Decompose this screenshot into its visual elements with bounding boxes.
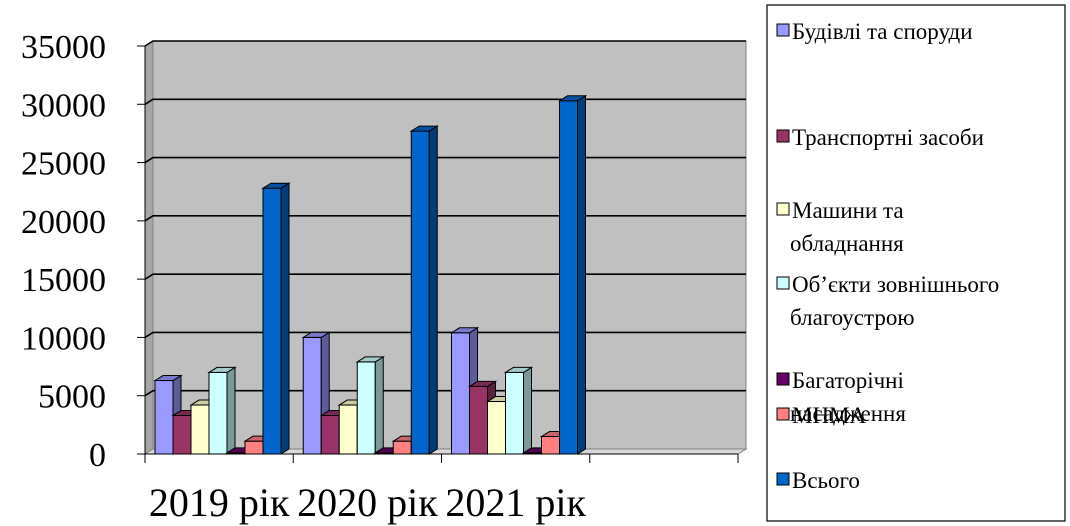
bar-front <box>302 336 322 455</box>
legend-swatch <box>776 372 790 386</box>
x-tick-labels: 2019 рік 2020 рік 2021 рік <box>149 480 587 525</box>
bar-top <box>467 380 498 387</box>
bar <box>261 182 291 455</box>
gridline <box>144 98 746 105</box>
legend: Будівлі та споруди Транспортні засоби Маши… <box>766 4 1066 522</box>
legend-label: МНМА <box>792 403 867 428</box>
bar-top <box>449 327 480 334</box>
legend-swatch <box>776 129 790 143</box>
y-tick-label: 25000 <box>21 146 106 183</box>
legend-swatch <box>776 472 790 486</box>
y-tick-label: 0 <box>89 437 106 474</box>
x-tick-label: 2019 рік <box>149 480 290 525</box>
bar-front <box>541 436 560 455</box>
bar-side <box>577 94 586 455</box>
bar-top <box>503 366 534 373</box>
bar-top <box>409 125 439 132</box>
x-tick-label: 2020 рік <box>297 480 438 525</box>
legend-label: Всього <box>792 468 860 493</box>
bar-front <box>208 371 228 455</box>
bar-front <box>410 130 430 455</box>
gridline <box>144 331 746 339</box>
bar-front <box>505 371 524 455</box>
gridline <box>144 40 746 47</box>
bar-front <box>559 100 578 455</box>
legend-entry: Об’єкти зовнішнього благоустрою <box>776 272 999 330</box>
legend-entry: Багаторічні насадження <box>776 368 906 426</box>
legend-swatch <box>776 407 790 421</box>
legend-entry: Транспортні засоби <box>776 125 984 150</box>
bar <box>207 366 237 455</box>
legend-label: Об’єкти зовнішнього благоустрою <box>790 272 999 330</box>
y-tick-label: 35000 <box>21 29 106 66</box>
gridline <box>144 156 746 164</box>
bar-side <box>374 356 384 455</box>
y-tick-label: 5000 <box>38 379 106 416</box>
plot-wall <box>144 40 747 455</box>
bar <box>409 125 439 455</box>
y-tick-labels: 0 5000 10000 15000 20000 25000 30000 35000 <box>21 29 106 474</box>
gridline <box>144 215 746 222</box>
legend-box <box>766 4 1066 522</box>
gridline <box>144 273 746 280</box>
bar-side <box>226 366 236 455</box>
legend-label: Машини та обладнання <box>790 198 904 256</box>
bar-front <box>469 385 488 455</box>
legend-entry: МНМА <box>776 403 867 428</box>
y-tick-label: 20000 <box>21 204 106 241</box>
bar-front <box>244 440 264 455</box>
legend-entry: Машини та обладнання <box>776 198 904 256</box>
bar-front <box>356 361 376 455</box>
legend-label: Транспортні засоби <box>792 125 984 150</box>
legend-entry: Будівлі та споруди <box>776 19 973 44</box>
bar <box>557 94 588 455</box>
x-tick-label: 2021 рік <box>445 480 586 525</box>
y-tick-label: 10000 <box>21 320 106 357</box>
legend-swatch <box>776 276 790 290</box>
bar-front <box>154 380 174 455</box>
bar-side <box>280 182 290 455</box>
bar-front <box>190 404 210 455</box>
bar <box>355 356 385 455</box>
bar-front <box>338 404 358 455</box>
legend-swatch <box>776 23 790 37</box>
legend-label: Багаторічні насадження <box>790 368 906 426</box>
bar-top <box>557 95 588 102</box>
bar-front <box>262 187 282 455</box>
bar-top <box>261 182 291 189</box>
bar-front <box>392 440 412 455</box>
bar-top <box>153 375 183 382</box>
y-tick-label: 15000 <box>21 262 106 299</box>
legend-swatch <box>776 202 790 216</box>
legend-label: Будівлі та споруди <box>792 19 973 44</box>
bar-top <box>301 331 331 338</box>
gridline <box>144 389 746 397</box>
bar-side <box>523 366 532 455</box>
bar-front <box>487 401 506 455</box>
bar-top <box>355 356 385 363</box>
bar-front <box>172 415 192 455</box>
bar-side <box>428 125 438 455</box>
y-tick-label: 30000 <box>21 87 106 124</box>
plot-background <box>152 40 747 450</box>
legend-entry: Всього <box>776 468 860 493</box>
bar <box>503 366 534 455</box>
gridlines <box>144 40 746 397</box>
bar-front <box>320 415 340 455</box>
bars <box>153 94 588 455</box>
bar-front <box>451 332 470 455</box>
bar-top <box>207 366 237 373</box>
